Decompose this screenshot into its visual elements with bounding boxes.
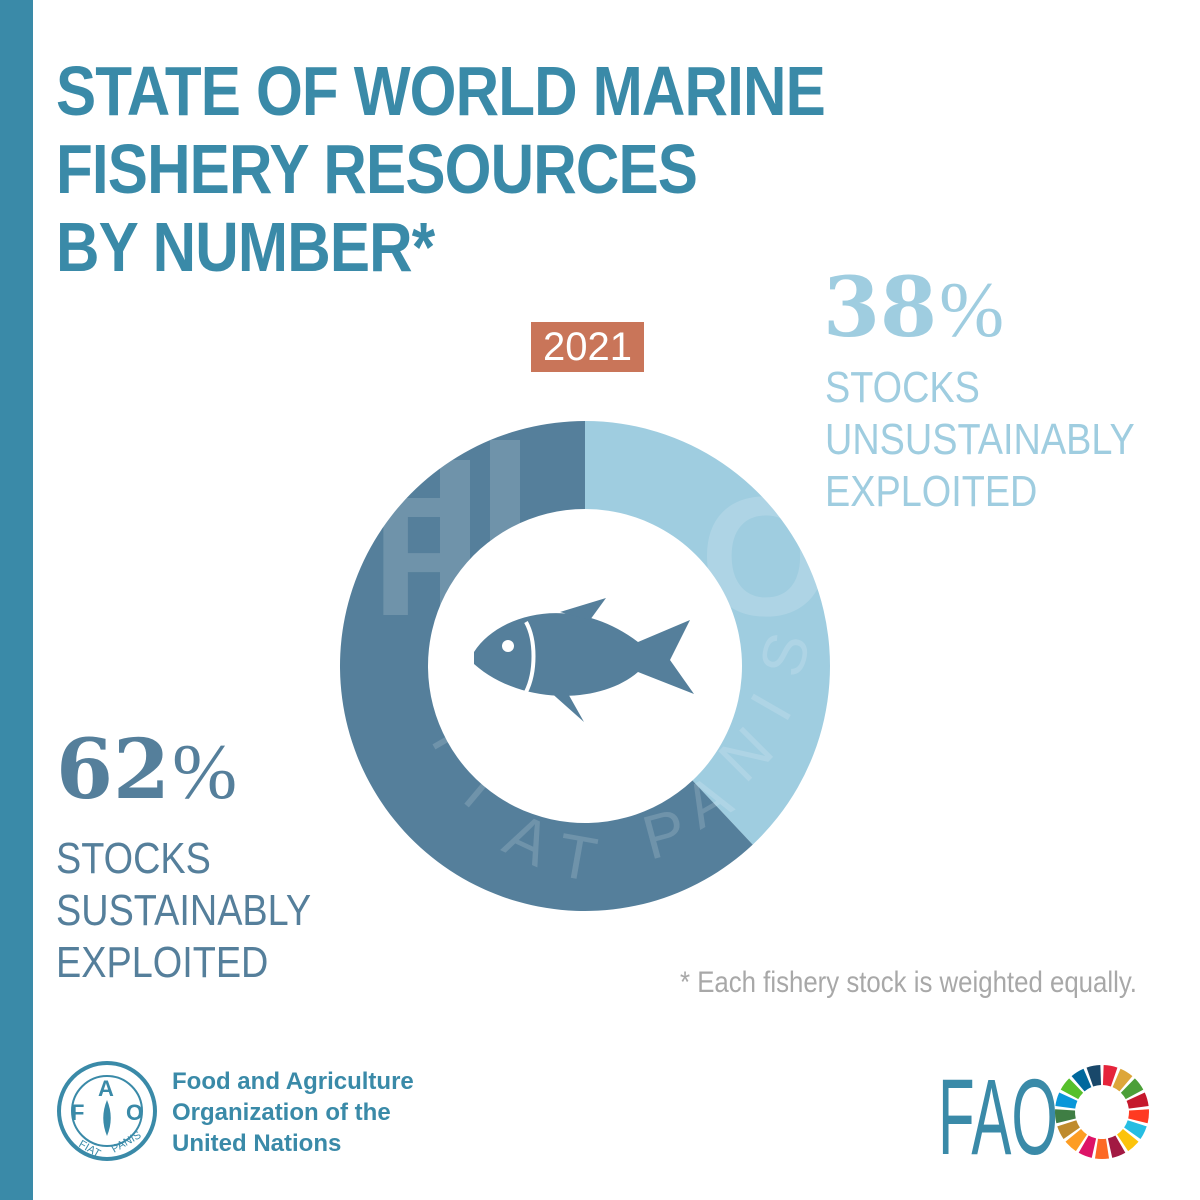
unsustainable-percent-value: 38	[823, 260, 938, 356]
title-line-2: FISHERY RESOURCES	[56, 130, 698, 208]
donut-slice-unsustainable	[585, 421, 830, 845]
sustainable-desc-line-1: STOCKS	[56, 834, 211, 883]
sdg-wheel-segment	[1060, 1078, 1084, 1100]
title-line-3: BY NUMBER*	[56, 208, 435, 286]
svg-text:PANIS: PANIS	[110, 1129, 144, 1155]
sdg-wheel-segment	[1078, 1135, 1097, 1158]
org-name-line-3: United Nations	[172, 1130, 342, 1157]
sdg-wheel-segment	[1126, 1092, 1149, 1109]
sustainable-percent-label: 62%	[56, 722, 237, 818]
sdg-wheel-segment	[1120, 1078, 1144, 1100]
unsustainable-description: STOCKS UNSUSTAINABLY EXPLOITED	[825, 362, 1135, 518]
sustainable-percent-value: 62	[56, 722, 171, 818]
svg-text:O: O	[700, 462, 832, 652]
fao-brand-text: FAO	[938, 1060, 1058, 1160]
org-name-line-1: Food and Agriculture	[172, 1068, 414, 1095]
sdg-wheel-segment	[1128, 1109, 1149, 1124]
sdg-wheel-segment	[1102, 1065, 1118, 1087]
fao-brand-logo: FAO	[938, 1060, 1149, 1160]
donut-slice-sustainable	[339, 421, 753, 911]
sdg-wheel-segment	[1107, 1135, 1126, 1158]
sdg-wheel-segment	[1071, 1068, 1092, 1092]
svg-text:F: F	[372, 462, 476, 652]
year-badge: 2021	[531, 322, 644, 372]
sdg-wheel-segment	[1055, 1109, 1076, 1124]
sustainable-percent-sign: %	[172, 728, 238, 815]
sustainable-desc-line-2: SUSTAINABLY	[56, 886, 312, 935]
footnote: * Each fishery stock is weighted equally…	[680, 966, 1137, 999]
unsustainable-percent-sign: %	[939, 266, 1005, 353]
fao-emblem-icon: F A O FIAT PANIS	[57, 1061, 157, 1161]
unsustainable-percent-label: 38%	[823, 260, 1004, 356]
sdg-wheel-segment	[1065, 1129, 1087, 1152]
sdg-wheel-segment	[1055, 1092, 1078, 1109]
unsustainable-desc-line-3: EXPLOITED	[825, 467, 1038, 516]
title-line-1: STATE OF WORLD MARINE	[56, 52, 826, 130]
sdg-wheel-segment	[1124, 1120, 1147, 1139]
sdg-wheel-segment	[1112, 1068, 1133, 1092]
svg-text:A: A	[98, 1076, 114, 1101]
sdg-wheel-icon	[1055, 1065, 1149, 1159]
sdg-wheel-segment	[1057, 1120, 1080, 1139]
sustainable-description: STOCKS SUSTAINABLY EXPLOITED	[56, 833, 311, 989]
sdg-wheel-segment	[1117, 1129, 1139, 1152]
donut-slices	[339, 421, 830, 911]
fish-icon	[474, 598, 694, 722]
sustainable-desc-line-3: EXPLOITED	[56, 938, 269, 987]
organization-name: Food and Agriculture Organization of the…	[172, 1066, 414, 1159]
svg-text:F: F	[71, 1100, 84, 1125]
svg-text:O: O	[126, 1100, 143, 1125]
sdg-wheel-segment	[1094, 1138, 1110, 1159]
unsustainable-desc-line-2: UNSUSTAINABLY	[825, 415, 1135, 464]
org-name-line-2: Organization of the	[172, 1099, 391, 1126]
left-accent-bar	[0, 0, 33, 1200]
unsustainable-desc-line-1: STOCKS	[825, 363, 980, 412]
sdg-wheel-segment	[1086, 1065, 1102, 1087]
page-title: STATE OF WORLD MARINE FISHERY RESOURCES …	[56, 52, 830, 286]
